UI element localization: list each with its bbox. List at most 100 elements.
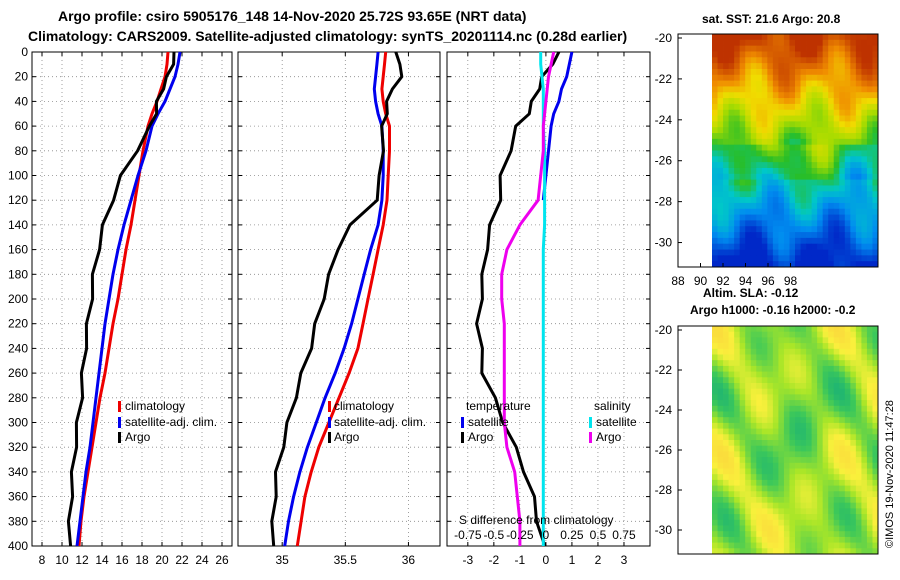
map-cell: [800, 208, 807, 215]
depth-tick-label: 200: [8, 292, 28, 306]
map-cell: [761, 191, 768, 198]
map-cell: [728, 103, 735, 111]
map-cell: [717, 536, 724, 543]
map-cell: [844, 208, 851, 215]
map-cell: [750, 68, 757, 76]
map-cell: [783, 508, 790, 515]
map-cell: [717, 150, 724, 157]
map-cell: [872, 343, 879, 350]
map-cell: [844, 388, 851, 395]
map-cell: [783, 331, 790, 338]
map-cell: [839, 377, 846, 384]
map-cell: [717, 121, 724, 128]
map-cell: [811, 261, 818, 268]
map-cell: [734, 548, 741, 555]
map-cell: [767, 109, 774, 116]
map-cell: [828, 92, 835, 99]
map-cell: [850, 536, 857, 543]
map-cell: [712, 80, 718, 87]
map-cell: [739, 34, 746, 41]
map-cell: [778, 103, 785, 111]
map-cell: [833, 98, 840, 105]
map-cell: [844, 249, 851, 256]
map-cell: [789, 508, 796, 515]
map-cell: [745, 326, 752, 333]
map-cell: [850, 220, 857, 227]
map-cell: [872, 74, 879, 82]
map-cell: [833, 243, 840, 250]
map-cell: [800, 354, 807, 361]
map-cell: [839, 103, 846, 111]
map-cell: [734, 462, 741, 469]
map-cell: [822, 377, 829, 384]
map-cell: [866, 497, 873, 504]
map-cell: [844, 255, 851, 262]
map-cell: [817, 440, 824, 447]
map-cell: [745, 422, 752, 429]
map-cell: [866, 451, 873, 458]
map-cell: [739, 144, 746, 151]
map-cell: [750, 243, 757, 250]
map-cell: [795, 417, 801, 424]
map-cell: [828, 214, 835, 221]
map-cell: [839, 468, 846, 475]
map-cell: [866, 360, 873, 367]
map-cell: [772, 115, 779, 122]
map-cell: [717, 531, 724, 538]
map-cell: [861, 167, 868, 175]
map-cell: [745, 468, 752, 475]
map-cell: [723, 138, 729, 146]
map-cell: [800, 109, 807, 116]
map-cell: [767, 98, 774, 105]
map-cell: [734, 514, 741, 521]
map-cell: [789, 127, 796, 134]
map-cell: [872, 226, 879, 233]
map-cell: [734, 86, 741, 93]
map-cell: [778, 542, 785, 549]
map-cell: [734, 191, 741, 198]
map-cell: [723, 326, 729, 333]
map-cell: [745, 121, 752, 128]
map-cell: [839, 360, 846, 367]
map-cell: [800, 422, 807, 429]
map-cell: [861, 68, 868, 76]
map-cell: [734, 388, 741, 395]
map-cell: [795, 232, 801, 239]
map-cell: [783, 121, 790, 128]
map-cell: [783, 92, 790, 99]
map-cell: [772, 337, 779, 344]
map-cell: [806, 354, 812, 361]
map-cell: [839, 474, 846, 481]
map-y-tick-label: -24: [655, 113, 673, 127]
map-cell: [817, 348, 824, 355]
map-cell: [723, 109, 729, 116]
map-cell: [750, 497, 757, 504]
map-cell: [855, 417, 862, 424]
map-cell: [739, 468, 746, 475]
map-cell: [855, 232, 862, 239]
map-cell: [855, 185, 862, 192]
map-cell: [861, 80, 868, 87]
map-cell: [767, 451, 774, 458]
map-cell: [734, 440, 741, 447]
map-cell: [712, 162, 718, 169]
map-cell: [866, 394, 873, 401]
map-cell: [734, 98, 741, 105]
map-cell: [750, 80, 757, 87]
map-cell: [767, 156, 774, 163]
map-cell: [828, 173, 835, 181]
map-cell: [745, 508, 752, 515]
map-cell: [861, 214, 868, 221]
depth-tick-label: 60: [15, 119, 29, 133]
map-cell: [734, 232, 741, 239]
map-cell: [734, 343, 741, 350]
map-cell: [739, 197, 746, 204]
map-cell: [811, 377, 818, 384]
map-cell: [745, 519, 752, 526]
map-cell: [850, 226, 857, 233]
map-cell: [817, 428, 824, 435]
map-cell: [783, 468, 790, 475]
map-cell: [866, 255, 873, 262]
map-cell: [783, 86, 790, 93]
